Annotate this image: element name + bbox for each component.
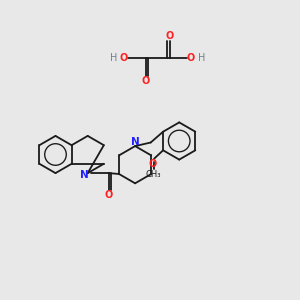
Text: CH₃: CH₃	[145, 170, 161, 179]
Text: H: H	[198, 53, 205, 64]
Text: O: O	[149, 159, 157, 169]
Text: N: N	[80, 169, 89, 180]
Text: O: O	[120, 53, 128, 64]
Text: H: H	[110, 53, 117, 64]
Text: N: N	[131, 137, 140, 147]
Text: O: O	[141, 76, 150, 86]
Text: O: O	[187, 53, 195, 64]
Text: O: O	[165, 31, 174, 41]
Text: O: O	[105, 190, 113, 200]
